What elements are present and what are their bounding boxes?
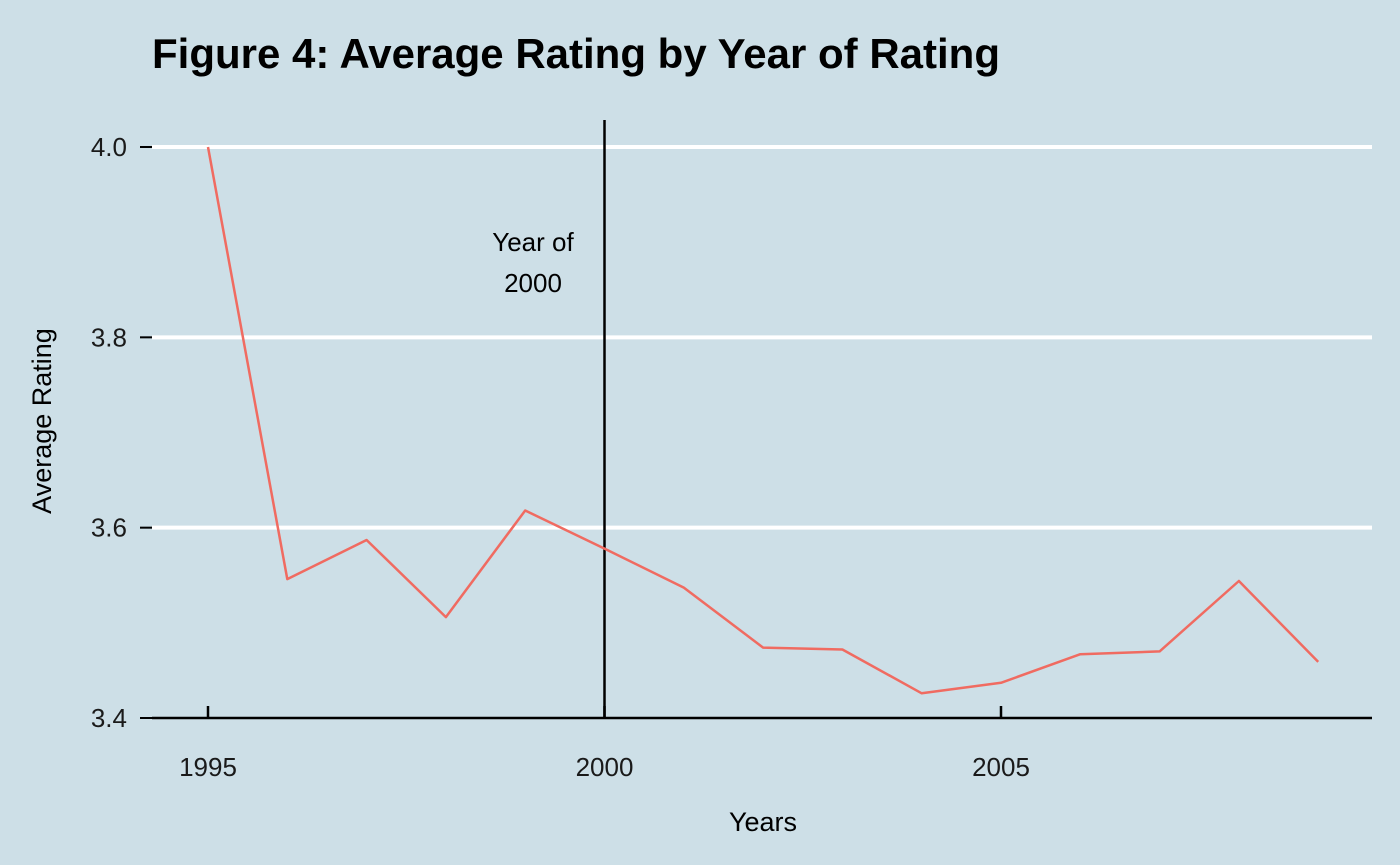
annotation-label-line2: 2000 <box>504 268 562 298</box>
y-axis-label: Average Rating <box>27 328 57 514</box>
y-tick-label: 4.0 <box>91 132 127 162</box>
x-tick-label: 2000 <box>576 752 634 782</box>
y-tick-label: 3.4 <box>91 703 127 733</box>
series-layer <box>206 146 1320 695</box>
series-line-0 <box>206 146 1320 695</box>
x-tick-label: 2005 <box>972 752 1030 782</box>
chart-title: Figure 4: Average Rating by Year of Rati… <box>152 30 1000 77</box>
x-axis-label: Years <box>729 807 797 837</box>
x-tick-label: 1995 <box>179 752 237 782</box>
y-tick-label: 3.8 <box>91 322 127 352</box>
annotations: Year of 2000 <box>492 120 606 718</box>
gridlines <box>152 145 1372 530</box>
annotation-label-line1: Year of <box>492 227 574 257</box>
y-tick-label: 3.6 <box>91 513 127 543</box>
ticks: 3.4 3.6 3.8 4.0 1995 2000 2005 <box>91 132 1030 782</box>
